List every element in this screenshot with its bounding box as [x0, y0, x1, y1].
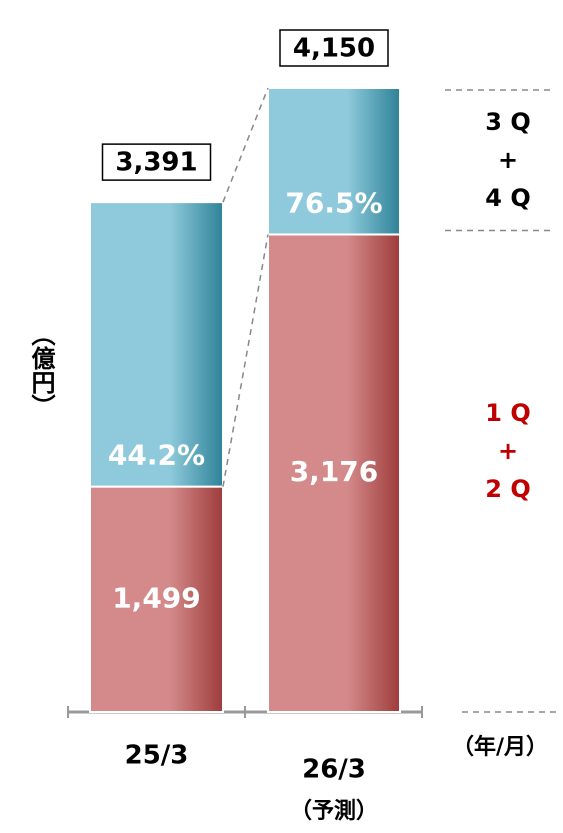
x-tick-note: （予測）: [290, 799, 378, 824]
y-axis-label: （億円）: [27, 322, 55, 418]
total-box: [101, 143, 212, 181]
x-axis-label: （年/月）: [452, 734, 548, 760]
bar-segment: [89, 201, 224, 488]
series-label: 1 Q: [485, 399, 530, 427]
value-label: 3,176: [290, 455, 379, 488]
x-tick-label: 25/3: [125, 741, 189, 771]
series-label: +: [498, 437, 518, 465]
series-label: 4 Q: [485, 184, 530, 212]
bar-segment: [267, 87, 401, 236]
total-box: [279, 29, 389, 67]
dashed-line: [222, 87, 269, 203]
share-label: 44.2%: [108, 439, 205, 472]
dashed-line: [222, 234, 269, 487]
series-label: 3 Q: [485, 108, 530, 136]
share-label: 76.5%: [285, 186, 382, 219]
total-label: 3,391: [115, 148, 197, 178]
x-tick-label: 26/3: [302, 755, 366, 785]
total-label: 4,150: [293, 34, 375, 64]
value-label: 1,499: [112, 581, 201, 614]
bar-segment: [267, 233, 401, 713]
series-label: +: [498, 146, 518, 174]
series-label: 2 Q: [485, 475, 530, 503]
bar-segment: [89, 485, 224, 713]
